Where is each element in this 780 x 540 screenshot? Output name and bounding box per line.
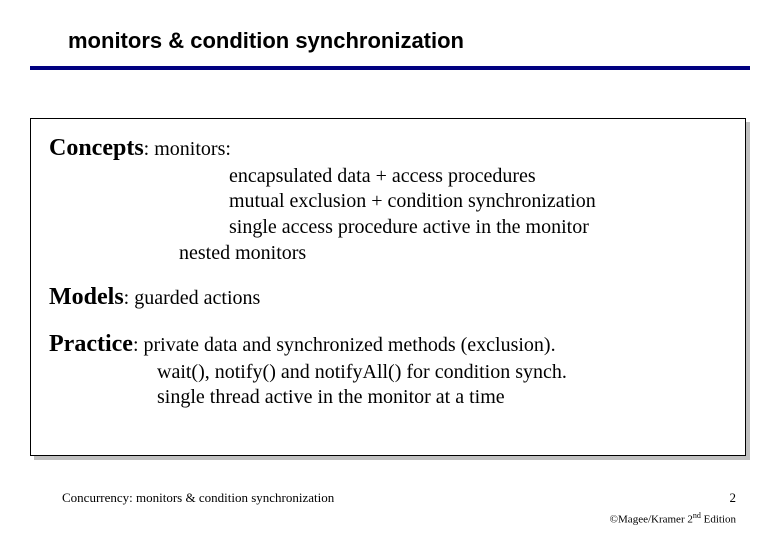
concepts-sep: : bbox=[144, 138, 155, 160]
models-sep: : bbox=[124, 287, 135, 309]
practice-heading: Practice bbox=[49, 331, 133, 357]
copyright: ©Magee/Kramer 2nd Edition bbox=[610, 511, 736, 526]
copyright-post: Edition bbox=[701, 514, 736, 526]
models-heading: Models bbox=[49, 284, 124, 310]
page-number: 2 bbox=[730, 490, 737, 506]
concepts-detail-1: encapsulated data + access procedures bbox=[49, 164, 727, 190]
practice-detail-1: private data and synchronized methods (e… bbox=[144, 334, 556, 356]
slide-title: monitors & condition synchronization bbox=[0, 0, 780, 62]
practice-sep: : bbox=[133, 334, 144, 356]
footer-left: Concurrency: monitors & condition synchr… bbox=[62, 490, 334, 506]
concepts-nested: nested monitors bbox=[49, 241, 727, 267]
practice-detail-2: wait(), notify() and notifyAll() for con… bbox=[49, 360, 727, 386]
practice-detail-3: single thread active in the monitor at a… bbox=[49, 385, 727, 411]
copyright-pre: ©Magee/Kramer bbox=[610, 514, 688, 526]
practice-line-1: Practice: private data and synchronized … bbox=[49, 329, 727, 360]
practice-section: Practice: private data and synchronized … bbox=[49, 329, 727, 411]
content-box: Concepts: monitors: encapsulated data + … bbox=[30, 118, 746, 456]
models-text: guarded actions bbox=[134, 287, 260, 309]
models-line: Models: guarded actions bbox=[49, 282, 727, 313]
concepts-detail-2: mutual exclusion + condition synchroniza… bbox=[49, 189, 727, 215]
copyright-sup: nd bbox=[693, 511, 701, 520]
concepts-section: Concepts: monitors: encapsulated data + … bbox=[49, 133, 727, 266]
title-rule bbox=[30, 66, 750, 70]
concepts-sub: monitors: bbox=[154, 138, 231, 160]
models-section: Models: guarded actions bbox=[49, 282, 727, 313]
concepts-detail-3: single access procedure active in the mo… bbox=[49, 215, 727, 241]
concepts-line-1: Concepts: monitors: bbox=[49, 133, 727, 164]
concepts-heading: Concepts bbox=[49, 135, 144, 161]
footer: Concurrency: monitors & condition synchr… bbox=[62, 490, 736, 506]
